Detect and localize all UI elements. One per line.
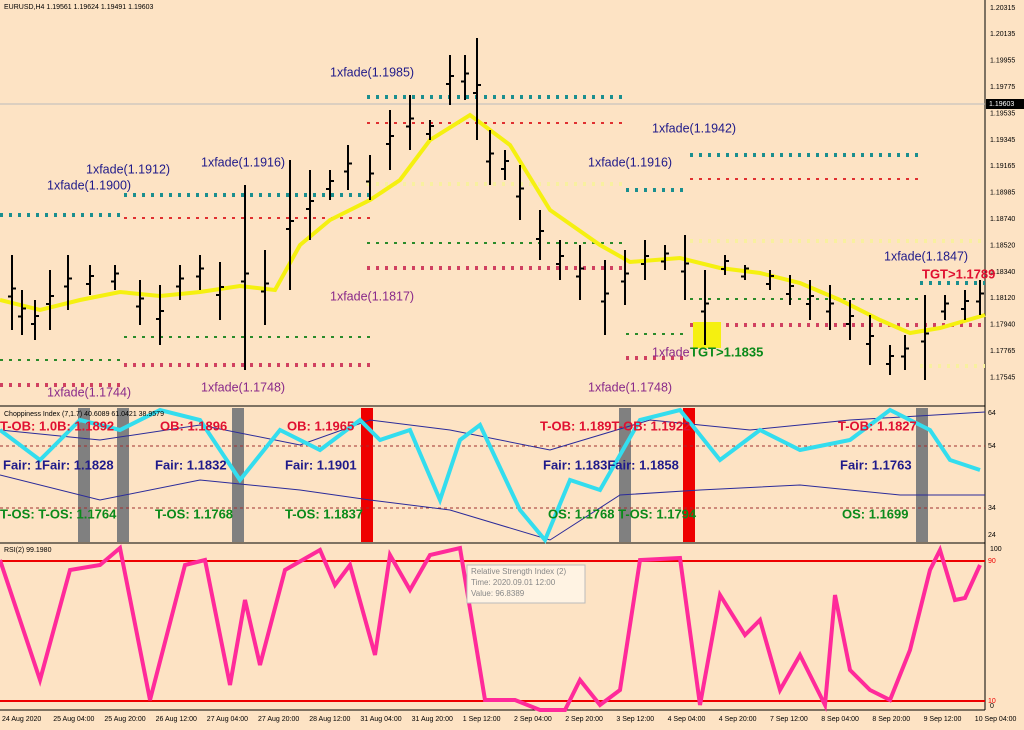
annotation: 1xfade(1.1916) — [201, 155, 285, 169]
price-label: 1.19775 — [990, 84, 1015, 91]
rsi-title: RSI(2) 99.1980 — [4, 547, 52, 554]
rsi-level-label: 90 — [988, 558, 996, 565]
time-label: 2 Sep 04:00 — [514, 716, 552, 723]
time-label: 27 Aug 20:00 — [258, 716, 299, 723]
time-label: 8 Sep 20:00 — [872, 716, 910, 723]
chop-ob-label: T-OB: 1.1827 — [838, 418, 917, 433]
annotation: 1xfade(1.1748) — [588, 380, 672, 394]
price-label: 1.17545 — [990, 374, 1015, 381]
time-label: 8 Sep 04:00 — [821, 716, 859, 723]
price-label: 1.17940 — [990, 322, 1015, 329]
chop-ob-label: T-OB: 1.189T-OB: 1.1922 — [540, 418, 690, 433]
chop-axis-label: 64 — [988, 410, 996, 417]
chop-title: Choppiness Index (7,1.7) 40.6089 61.0421… — [4, 411, 164, 418]
chop-os-label: OS: 1.1768 T-OS: 1.1794 — [548, 506, 697, 521]
chop-band-upper — [0, 411, 986, 451]
time-label: 25 Aug 04:00 — [53, 716, 94, 723]
annotation: TGT>1.1789 — [922, 266, 995, 281]
chop-ob-label: OB: 1.1965 — [287, 418, 354, 433]
rsi-line — [0, 544, 982, 713]
time-label: 24 Aug 2020 — [2, 716, 41, 723]
price-label: 1.19535 — [990, 110, 1015, 117]
price-label: 1.19165 — [990, 163, 1015, 170]
rsi-axis-label: 0 — [990, 703, 994, 710]
chop-levels — [0, 445, 985, 509]
tooltip-line: Relative Strength Index (2) — [471, 567, 566, 576]
current-price-box — [986, 99, 1024, 109]
time-label: 31 Aug 20:00 — [412, 716, 453, 723]
rsi-level-label: 10 — [988, 698, 996, 705]
time-label: 25 Aug 20:00 — [104, 716, 145, 723]
time-label: 28 Aug 12:00 — [309, 716, 350, 723]
time-label: 4 Sep 20:00 — [719, 716, 757, 723]
time-label: 27 Aug 04:00 — [207, 716, 248, 723]
chop-os-label: OS: 1.1699 — [842, 506, 909, 521]
annotation: 1xfade(1.1942) — [652, 121, 736, 135]
chop-fair-label: Fair: 1Fair: 1.1828 — [3, 457, 114, 472]
annotation: 1xfade(1.1900) — [47, 178, 131, 192]
chop-axis-label: 34 — [988, 505, 996, 512]
chop-os-label: T-OS: 1.1768 — [155, 506, 233, 521]
annotation: 1xfade(1.1916) — [588, 155, 672, 169]
chop-ob-label: T-OB: 1.0B: 1.1892 — [0, 418, 114, 433]
chop-axis-label: 24 — [988, 532, 996, 539]
chop-ob-label: OB: 1.1896 — [160, 418, 227, 433]
time-label: 4 Sep 04:00 — [668, 716, 706, 723]
chop-line — [0, 407, 981, 544]
target-box — [693, 322, 721, 348]
price-label: 1.18120 — [990, 295, 1015, 302]
chop-fair-label: Fair: 1.183Fair: 1.1858 — [543, 457, 679, 472]
chop-fair-label: Fair: 1.1763 — [840, 457, 912, 472]
tooltip-line: Value: 96.8389 — [471, 589, 525, 598]
chop-fair-label: Fair: 1.1832 — [155, 457, 227, 472]
annotation: 1xfade(1.1912) — [86, 162, 170, 176]
price-label: 1.18985 — [990, 190, 1015, 197]
panel-borders — [0, 0, 986, 711]
price-label: 1.18520 — [990, 242, 1015, 249]
time-label: 9 Sep 12:00 — [924, 716, 962, 723]
chop-band-lower — [0, 474, 985, 541]
candles — [8, 38, 984, 380]
time-label: 7 Sep 12:00 — [770, 716, 808, 723]
time-label: 2 Sep 20:00 — [565, 716, 603, 723]
time-label: 26 Aug 12:00 — [156, 716, 197, 723]
annotation: 1xfade — [652, 345, 690, 359]
price-label: 1.17765 — [990, 348, 1015, 355]
current-price: 1.19603 — [989, 101, 1014, 108]
time-label: 10 Sep 04:00 — [975, 716, 1017, 723]
time-label: 1 Sep 12:00 — [463, 716, 501, 723]
price-label: 1.18340 — [990, 269, 1015, 276]
moving-average — [0, 112, 986, 336]
annotation: TGT>1.1835 — [690, 344, 763, 359]
price-label: 1.20135 — [990, 31, 1015, 38]
price-label: 1.18740 — [990, 216, 1015, 223]
chop-os-label: T-OS: T-OS: 1.1764 — [0, 506, 117, 521]
chop-axis-label: 54 — [988, 443, 996, 450]
annotation: 1xfade(1.1744) — [47, 385, 131, 399]
chop-fair-label: Fair: 1.1901 — [285, 457, 357, 472]
fade-levels — [0, 95, 985, 387]
price-label: 1.20315 — [990, 5, 1015, 12]
annotation: 1xfade(1.1847) — [884, 249, 968, 263]
chop-os-label: T-OS: 1.1837 — [285, 506, 363, 521]
price-label: 1.19345 — [990, 137, 1015, 144]
tooltip — [466, 564, 586, 604]
symbol-header: EURUSD,H4 1.19561 1.19624 1.19491 1.1960… — [4, 4, 154, 11]
annotation: 1xfade(1.1817) — [330, 289, 414, 303]
annotation: 1xfade(1.1985) — [330, 65, 414, 79]
price-label: 1.19955 — [990, 58, 1015, 65]
time-label: 31 Aug 04:00 — [360, 716, 401, 723]
tooltip-line: Time: 2020.09.01 12:00 — [471, 578, 556, 587]
rsi-axis-label: 100 — [990, 546, 1002, 553]
time-label: 3 Sep 12:00 — [616, 716, 654, 723]
annotation: 1xfade(1.1748) — [201, 380, 285, 394]
